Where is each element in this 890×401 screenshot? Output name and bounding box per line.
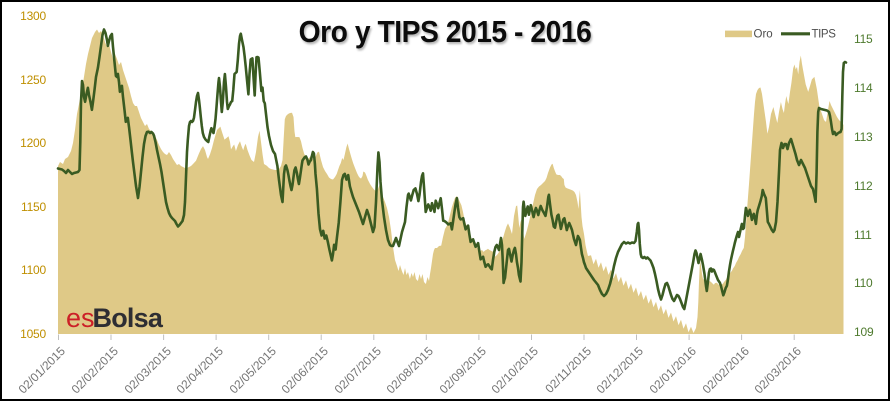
- svg-text:Oro: Oro: [753, 28, 772, 40]
- svg-text:TIPS: TIPS: [811, 28, 836, 40]
